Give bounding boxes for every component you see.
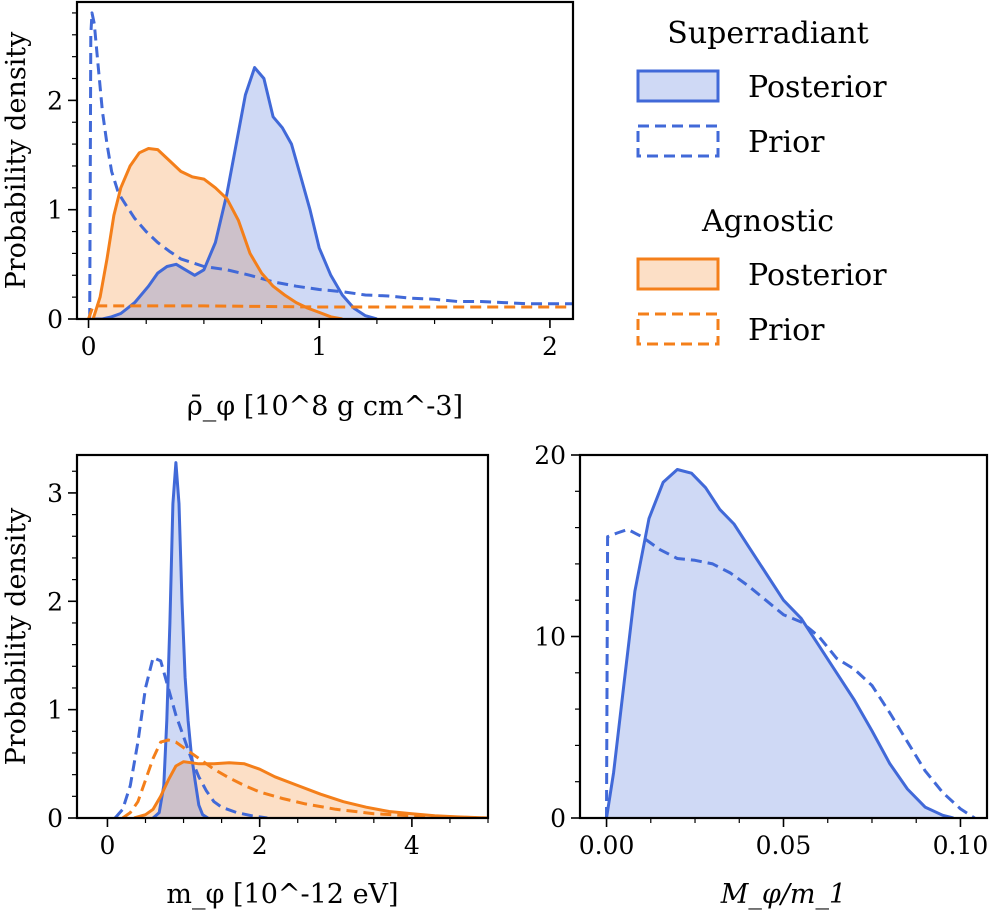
- panel-density: Superradiant PosteriorSuperradiant Prior…: [1, 0, 575, 422]
- series-line: Superradiant Posterior: [93, 66, 378, 319]
- series-line: Superradiant Posterior: [152, 461, 209, 818]
- legend-label: Posterior: [748, 258, 887, 293]
- legend: Superradiant Posterior Prior Agnostic Poster…: [636, 16, 887, 348]
- x-tick-label: 2: [542, 332, 558, 361]
- series-line: Superradiant Posterior: [605, 468, 954, 818]
- legend-swatch: [636, 312, 720, 346]
- series-line: Superradiant Prior: [605, 527, 976, 818]
- x-tick-label: 0.10: [933, 831, 989, 860]
- legend-group-title: Superradiant: [667, 16, 868, 51]
- legend-group-title: Agnostic: [701, 204, 834, 239]
- x-axis-label: ρ̄_φ [10^8 g cm^-3]: [187, 391, 463, 422]
- series-line: Agnostic Posterior: [133, 760, 488, 818]
- series-line: Superradiant Prior: [88, 11, 573, 319]
- y-tick-label: 3: [47, 479, 63, 508]
- y-tick-label: 2: [47, 86, 63, 115]
- x-tick-label: 1: [311, 332, 327, 361]
- series-line: Superradiant Prior: [113, 656, 268, 818]
- plot-area: Superradiant PosteriorSuperradiant Prior: [605, 468, 976, 818]
- axes-frame: [75, 0, 575, 321]
- y-tick-label: 2: [47, 587, 63, 616]
- legend-swatch: [636, 124, 720, 158]
- legend-label: Prior: [748, 313, 825, 348]
- legend-swatch: [636, 69, 720, 103]
- legend-swatch: [636, 257, 720, 291]
- plot-area: Superradiant PosteriorSuperradiant Prior…: [113, 461, 488, 818]
- y-axis-label: Probability density: [1, 507, 32, 766]
- y-tick-label: 1: [47, 696, 63, 725]
- x-axis-label: m_φ [10^-12 eV]: [166, 879, 398, 910]
- plot-area: Superradiant PosteriorSuperradiant Prior…: [87, 11, 573, 319]
- x-tick-label: 0: [99, 831, 115, 860]
- x-tick-label: 0.05: [756, 831, 812, 860]
- series-fill: [93, 67, 377, 319]
- x-tick-label: 0.00: [579, 831, 635, 860]
- x-tick-label: 4: [404, 831, 420, 860]
- x-tick-label: 0: [81, 332, 97, 361]
- y-axis-label: Probability density: [1, 31, 32, 290]
- y-tick-label: 1: [47, 196, 63, 225]
- series-fill: [606, 469, 954, 818]
- x-axis-label: M_φ/m_1: [720, 879, 846, 910]
- y-tick-label: 10: [534, 623, 566, 652]
- panel-mass-ratio: Superradiant PosteriorSuperradiant Prior…: [534, 441, 988, 910]
- x-tick-label: 2: [252, 831, 268, 860]
- panel-boson-mass: Superradiant PosteriorSuperradiant Prior…: [1, 453, 490, 910]
- axes-frame: [75, 453, 490, 820]
- y-tick-label: 0: [47, 804, 63, 833]
- legend-label: Posterior: [748, 70, 887, 105]
- y-tick-label: 0: [47, 305, 63, 334]
- series-line: Agnostic Prior: [121, 738, 488, 818]
- y-tick-label: 20: [534, 441, 566, 470]
- series-line: Agnostic Posterior: [91, 147, 343, 319]
- series-line: Agnostic Prior: [87, 304, 573, 319]
- y-tick-label: 0: [550, 804, 566, 833]
- legend-label: Prior: [748, 125, 825, 160]
